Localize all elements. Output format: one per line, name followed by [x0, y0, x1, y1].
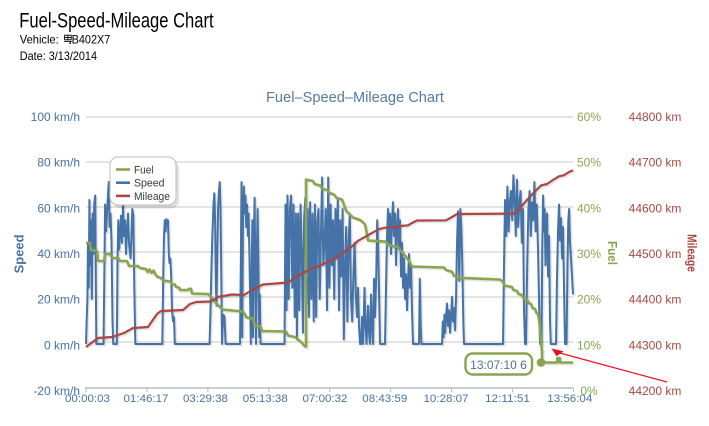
svg-text:13:07:10 6: 13:07:10 6: [470, 358, 527, 372]
svg-text:13:56:04: 13:56:04: [547, 393, 592, 405]
svg-text:100 km/h: 100 km/h: [31, 110, 80, 124]
svg-text:-20 km/h: -20 km/h: [33, 384, 80, 398]
svg-text:08:43:59: 08:43:59: [362, 393, 407, 405]
svg-text:44800 km: 44800 km: [629, 110, 682, 124]
svg-text:Vehicle:: Vehicle:: [20, 33, 59, 47]
svg-text:0%: 0%: [580, 384, 598, 398]
svg-text:44200 km: 44200 km: [629, 384, 682, 398]
svg-text:80 km/h: 80 km/h: [37, 156, 80, 170]
svg-text:20%: 20%: [577, 293, 601, 307]
svg-text:60%: 60%: [577, 110, 601, 124]
svg-text:30%: 30%: [577, 247, 601, 261]
svg-text:Fuel: Fuel: [134, 165, 154, 177]
svg-text:Date: 3/13/2014: Date: 3/13/2014: [20, 49, 97, 63]
svg-text:Mileage: Mileage: [134, 191, 170, 203]
svg-text:03:29:38: 03:29:38: [183, 393, 228, 405]
svg-text:40%: 40%: [577, 201, 601, 215]
svg-text:44600 km: 44600 km: [629, 201, 682, 215]
svg-text:12:11:51: 12:11:51: [485, 393, 530, 405]
svg-text:44500 km: 44500 km: [629, 247, 682, 261]
svg-text:Fuel: Fuel: [605, 241, 619, 265]
svg-text:07:00:32: 07:00:32: [303, 393, 348, 405]
svg-text:50%: 50%: [577, 156, 601, 170]
svg-text:10%: 10%: [577, 338, 601, 352]
svg-text:Speed: Speed: [134, 178, 165, 190]
svg-text:Mileage: Mileage: [685, 234, 699, 272]
svg-text:40 km/h: 40 km/h: [37, 247, 80, 261]
svg-text:0 km/h: 0 km/h: [44, 338, 80, 352]
svg-text:Fuel-Speed-Mileage Chart: Fuel-Speed-Mileage Chart: [19, 9, 213, 32]
svg-text:44700 km: 44700 km: [629, 156, 682, 170]
svg-text:44400 km: 44400 km: [629, 293, 682, 307]
svg-text:05:13:38: 05:13:38: [243, 393, 288, 405]
svg-text:00:00:03: 00:00:03: [65, 393, 110, 405]
svg-text:20 km/h: 20 km/h: [37, 293, 80, 307]
svg-text:10:28:07: 10:28:07: [424, 393, 469, 405]
svg-text:B402X7: B402X7: [72, 33, 111, 47]
svg-text:01:46:17: 01:46:17: [124, 393, 169, 405]
svg-text:60 km/h: 60 km/h: [37, 201, 80, 215]
svg-text:44300 km: 44300 km: [629, 338, 682, 352]
svg-text:Speed: Speed: [12, 234, 26, 273]
svg-text:Fuel–Speed–Mileage Chart: Fuel–Speed–Mileage Chart: [266, 89, 445, 106]
